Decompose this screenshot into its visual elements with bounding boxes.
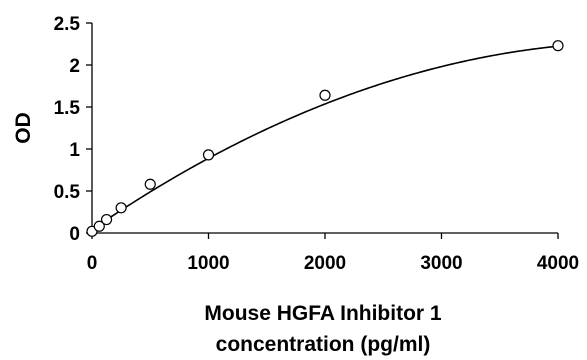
- y-tick-label: 2: [69, 56, 80, 77]
- y-axis-ticks: 0 0.5 1 1.5 2 2.5: [54, 14, 92, 245]
- data-point: [202, 149, 215, 161]
- data-point: [319, 89, 331, 101]
- x-tick-label: 0: [87, 253, 98, 274]
- x-axis-ticks: 0 1000 2000 3000 4000: [87, 233, 579, 274]
- y-axis-title: OD: [12, 112, 35, 144]
- x-axis-title-line-2: concentration (pg/ml): [216, 333, 431, 356]
- x-tick-label: 2000: [304, 253, 346, 274]
- data-point: [93, 220, 105, 232]
- x-tick-label: 1000: [187, 253, 229, 274]
- y-tick-label: 1.5: [54, 98, 81, 119]
- data-point: [144, 178, 156, 190]
- x-tick-label: 4000: [537, 253, 579, 274]
- data-point: [115, 202, 127, 214]
- data-points: [86, 40, 564, 237]
- y-tick-label: 1: [69, 140, 80, 161]
- data-point: [100, 213, 113, 226]
- data-point: [552, 40, 564, 52]
- x-tick-label: 3000: [420, 253, 462, 274]
- y-tick-label: 0.5: [54, 182, 81, 203]
- fit-curve: [91, 45, 559, 231]
- y-tick-label: 0: [69, 224, 80, 245]
- y-tick-label: 2.5: [54, 14, 81, 35]
- x-axis-title-line-1: Mouse HGFA Inhibitor 1: [204, 302, 442, 325]
